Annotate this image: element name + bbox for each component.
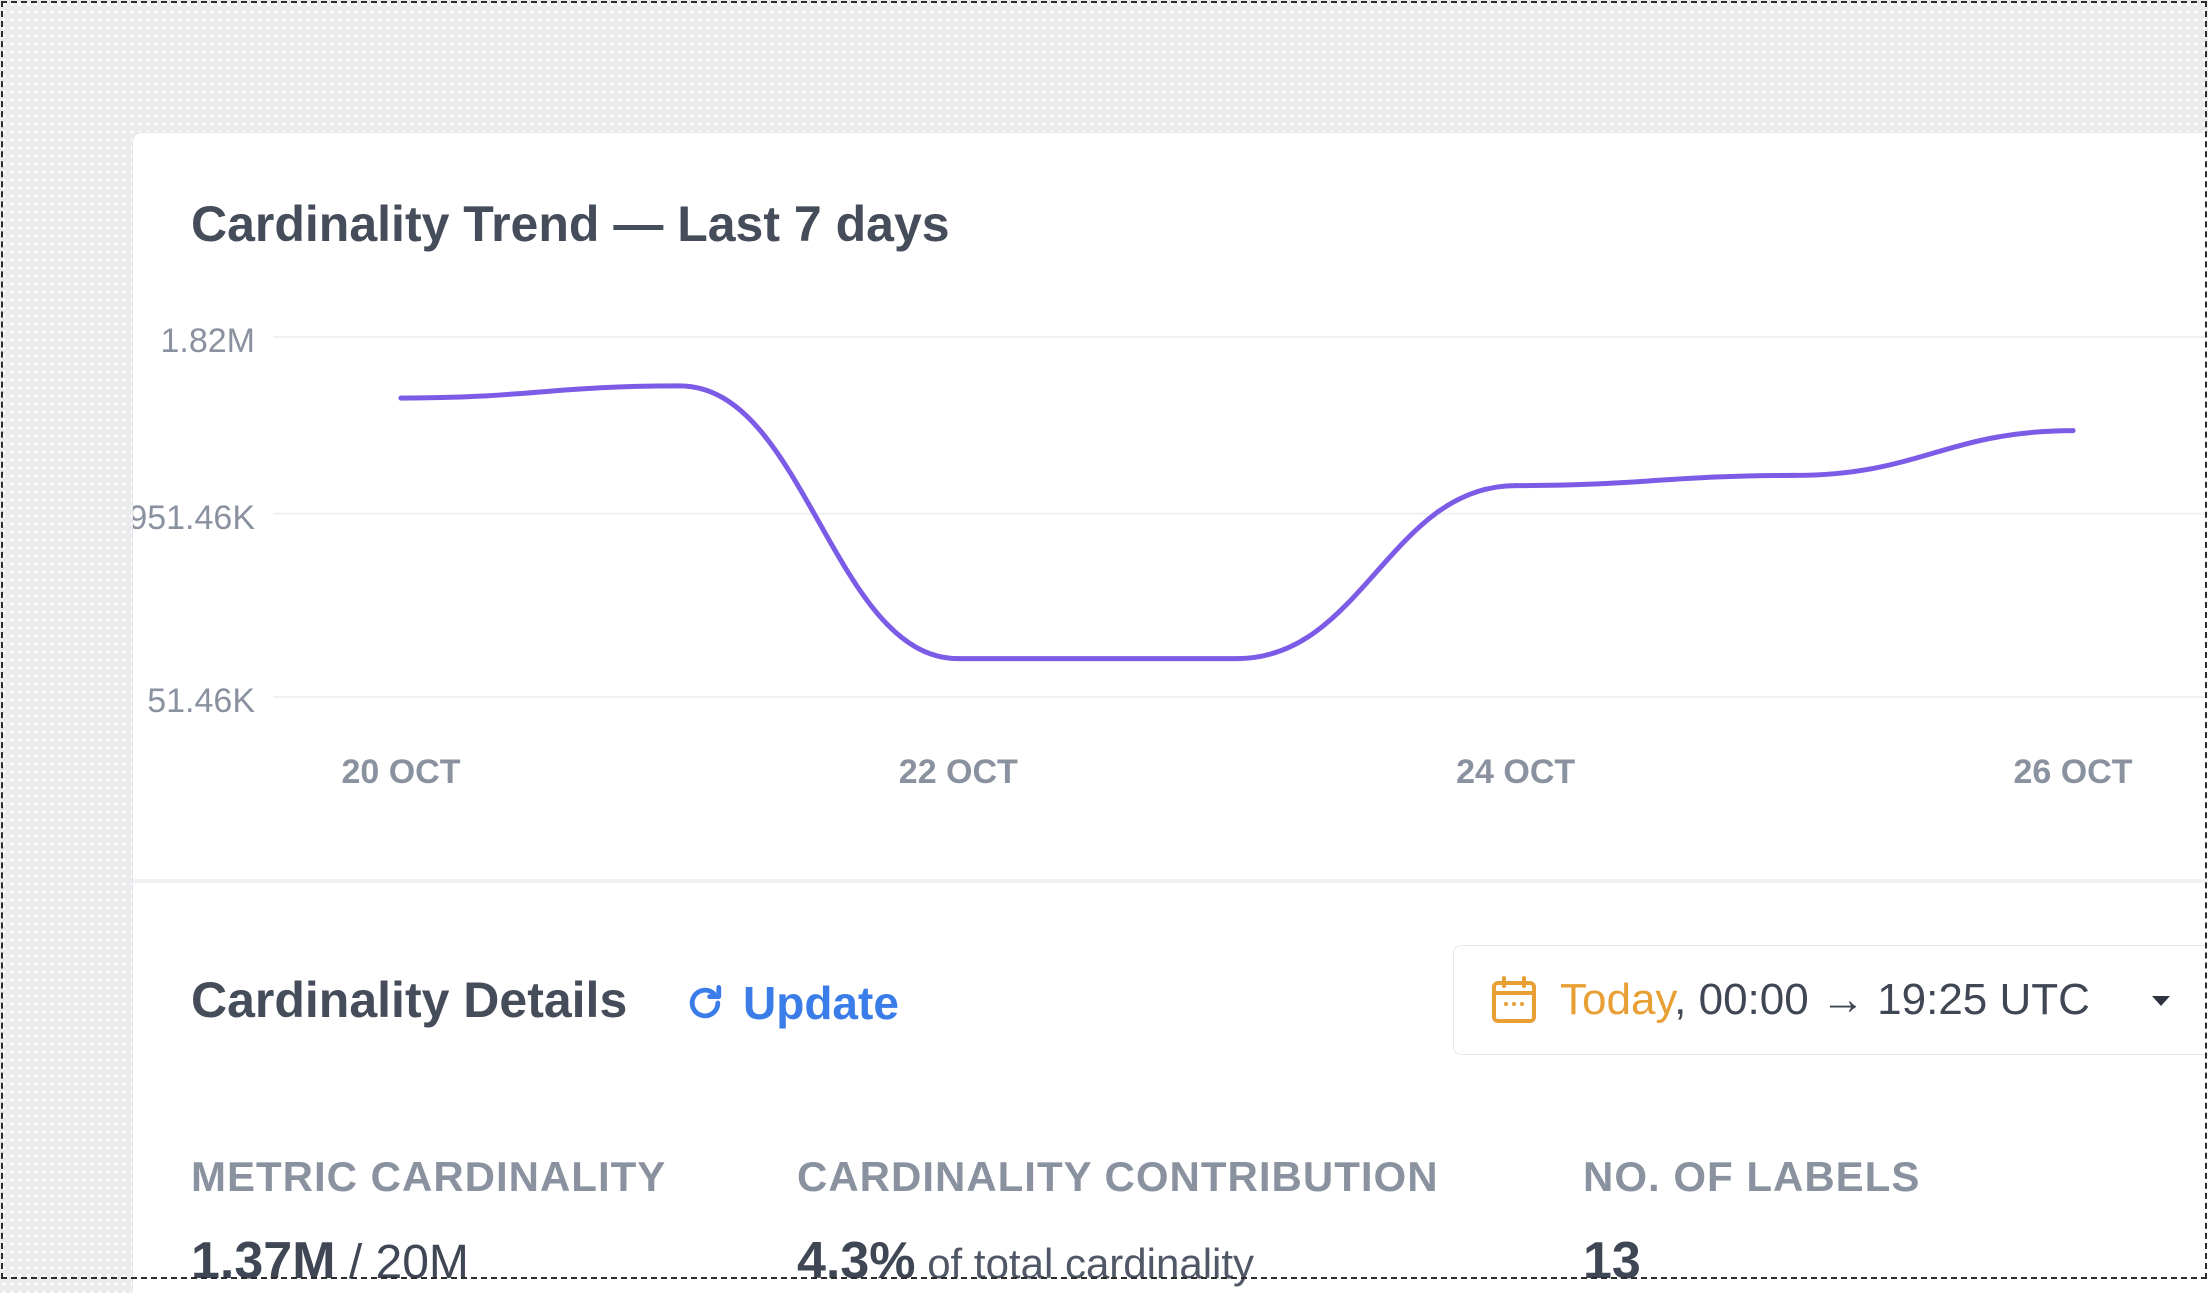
stat-value-main: 1.37M xyxy=(191,1232,336,1290)
cardinality-card: Cardinality Trend — Last 7 days 1.82M 951… xyxy=(132,132,2208,1293)
stat-value-main: 13 xyxy=(1583,1232,1641,1290)
x-tick-label: 22 OCT xyxy=(899,753,1018,791)
refresh-icon xyxy=(683,981,727,1025)
section-divider xyxy=(133,879,2208,883)
y-tick-label: 1.82M xyxy=(161,322,256,360)
y-tick-label: 51.46K xyxy=(147,682,255,720)
data-point xyxy=(1791,472,1797,478)
stat-label: CARDINALITY CONTRIBUTION xyxy=(797,1153,1439,1200)
x-tick-label: 20 OCT xyxy=(341,753,460,791)
stat-value-suffix: / 20M xyxy=(335,1236,469,1289)
date-range-picker[interactable]: Today, 00:00 → 19:25 UTC xyxy=(1453,945,2208,1055)
data-point xyxy=(1234,656,1240,662)
stat-value: 1.37M / 20M xyxy=(191,1231,469,1291)
trend-title: Cardinality Trend — Last 7 days xyxy=(191,196,950,252)
y-tick-label: 951.46K xyxy=(133,499,255,537)
stat-label: METRIC CARDINALITY xyxy=(191,1153,667,1200)
series-line xyxy=(398,383,2076,662)
data-point xyxy=(955,656,961,662)
details-title: Cardinality Details xyxy=(191,972,628,1028)
stat-cardinality-contribution: CARDINALITY CONTRIBUTION 4.3% of total c… xyxy=(797,1153,1439,1290)
x-tick-label: 24 OCT xyxy=(1456,753,1575,791)
update-label: Update xyxy=(743,977,899,1029)
calendar-icon xyxy=(1490,975,1538,1025)
data-point xyxy=(1513,483,1519,489)
stat-value-suffix: of total cardinality xyxy=(915,1240,1255,1287)
stat-value: 13 xyxy=(1583,1231,1641,1291)
date-today: Today xyxy=(1560,975,1675,1024)
stat-value-main: 4.3% xyxy=(797,1232,916,1290)
date-range-text: Today, 00:00 → 19:25 UTC xyxy=(1560,975,2090,1025)
update-button[interactable]: Update xyxy=(683,973,899,1033)
data-point xyxy=(677,383,683,389)
stat-no-of-labels: NO. OF LABELS 13 xyxy=(1583,1153,1921,1290)
date-range-rest: , 00:00 → 19:25 UTC xyxy=(1674,975,2090,1024)
trend-chart: 1.82M 951.46K 51.46K 20 OCT 22 OCT 24 OCT 26 … xyxy=(133,322,2208,791)
stat-label: NO. OF LABELS xyxy=(1583,1153,1921,1200)
x-tick-label: 26 OCT xyxy=(2013,753,2132,791)
data-point xyxy=(398,395,404,401)
stat-value: 4.3% of total cardinality xyxy=(797,1231,1254,1291)
caret-down-icon xyxy=(2152,996,2170,1006)
stat-metric-cardinality: METRIC CARDINALITY 1.37M / 20M xyxy=(191,1153,667,1290)
data-point xyxy=(2070,428,2076,434)
